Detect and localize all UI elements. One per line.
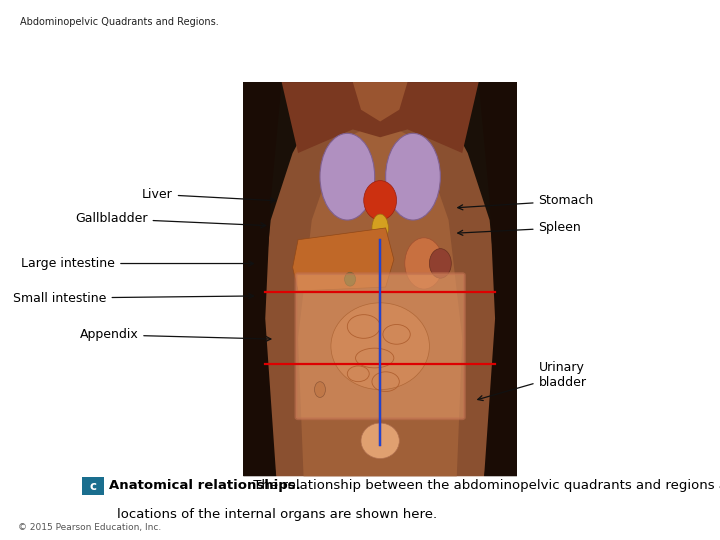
FancyBboxPatch shape xyxy=(82,477,104,495)
FancyBboxPatch shape xyxy=(296,274,464,419)
Text: Appendix: Appendix xyxy=(79,328,271,341)
Ellipse shape xyxy=(315,382,325,397)
Ellipse shape xyxy=(429,248,451,278)
Polygon shape xyxy=(353,82,408,122)
Text: © 2015 Pearson Education, Inc.: © 2015 Pearson Education, Inc. xyxy=(18,523,161,532)
Text: locations of the internal organs are shown here.: locations of the internal organs are sho… xyxy=(83,508,437,521)
Ellipse shape xyxy=(320,133,374,220)
Text: Gallbladder: Gallbladder xyxy=(75,212,266,228)
Ellipse shape xyxy=(331,303,429,389)
FancyBboxPatch shape xyxy=(243,82,517,476)
Polygon shape xyxy=(243,82,282,476)
Text: Large intestine: Large intestine xyxy=(22,257,253,270)
Text: Urinary
bladder: Urinary bladder xyxy=(478,361,587,401)
Polygon shape xyxy=(282,82,479,153)
Ellipse shape xyxy=(345,272,356,286)
Text: Abdominopelvic Quadrants and Regions.: Abdominopelvic Quadrants and Regions. xyxy=(20,17,219,28)
Text: The relationship between the abdominopelvic quadrants and regions and the: The relationship between the abdominopel… xyxy=(249,480,720,492)
Text: Stomach: Stomach xyxy=(458,194,594,210)
Text: Anatomical relationships.: Anatomical relationships. xyxy=(109,480,300,492)
Text: Small intestine: Small intestine xyxy=(13,292,253,305)
Text: Liver: Liver xyxy=(142,188,275,203)
Polygon shape xyxy=(257,82,503,476)
Polygon shape xyxy=(292,228,394,291)
Text: Spleen: Spleen xyxy=(458,221,581,235)
Polygon shape xyxy=(298,122,462,476)
FancyBboxPatch shape xyxy=(243,82,517,476)
Ellipse shape xyxy=(364,180,397,220)
Ellipse shape xyxy=(372,214,388,242)
Ellipse shape xyxy=(386,133,441,220)
Text: c: c xyxy=(89,480,96,492)
Polygon shape xyxy=(479,82,517,476)
Ellipse shape xyxy=(361,423,400,458)
Ellipse shape xyxy=(405,238,443,289)
